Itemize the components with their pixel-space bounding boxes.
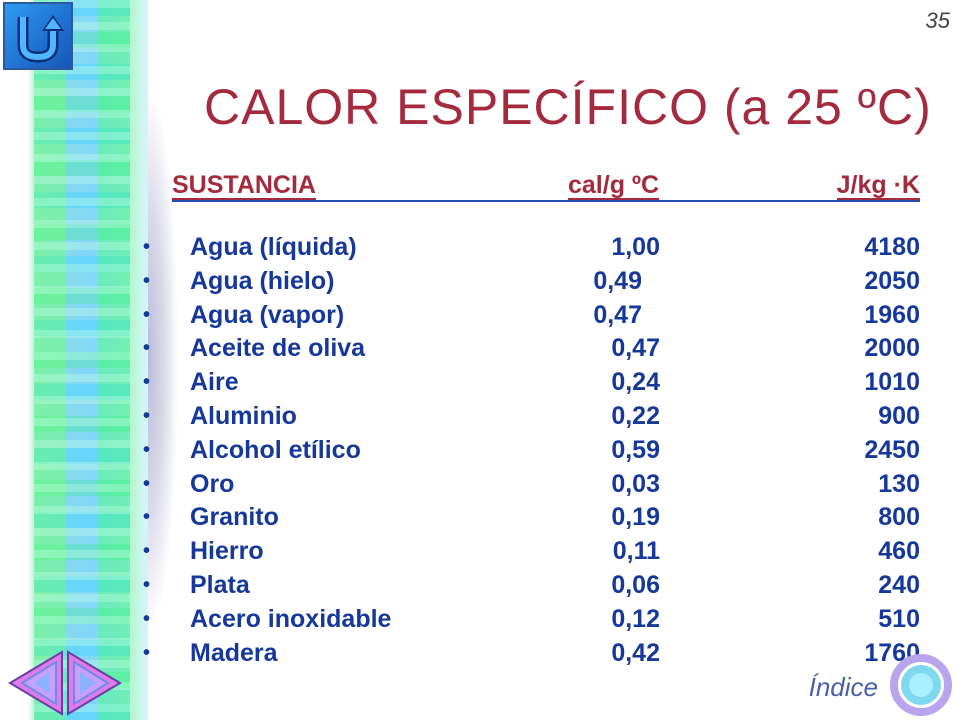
jkg-value: 2450 — [864, 435, 920, 464]
bullet: • — [143, 269, 151, 292]
header-substance: SUSTANCIA — [172, 171, 316, 200]
bullet: • — [143, 404, 151, 427]
jkg-value: 1010 — [864, 368, 920, 397]
jkg-value: 2050 — [864, 266, 920, 295]
cal-value: 0,47 — [593, 300, 642, 329]
substance-name: Plata — [190, 570, 250, 599]
u-turn-back-icon — [17, 15, 64, 63]
next-button[interactable] — [67, 650, 122, 716]
jkg-value: 900 — [878, 401, 920, 430]
table-row: • Aceite de oliva 0,47 2000 — [140, 334, 930, 368]
slide-title: CALOR ESPECÍFICO (a 25 ºC) — [204, 79, 932, 135]
jkg-value: 510 — [878, 604, 920, 633]
cal-value: 0,47 — [611, 334, 660, 363]
decorative-side-band — [0, 0, 148, 720]
table-row: • Hierro 0,11 460 — [140, 537, 930, 571]
cal-value: 0,59 — [611, 435, 660, 464]
substance-name: Madera — [190, 638, 278, 667]
substance-name: Alcohol etílico — [190, 435, 361, 464]
table-row: • Alcohol etílico 0,59 2450 — [140, 436, 930, 470]
table-header: SUSTANCIA cal/g ºC J/kg ·K — [172, 168, 920, 204]
page-number: 35 — [925, 8, 950, 33]
bullet: • — [143, 607, 151, 630]
table-row: • Granito 0,19 800 — [140, 503, 930, 537]
bullet: • — [143, 573, 151, 596]
jkg-value: 4180 — [864, 233, 920, 261]
substance-name: Hierro — [190, 537, 264, 566]
jkg-value: 1960 — [864, 300, 920, 329]
cal-value: 0,12 — [611, 604, 660, 633]
bullet: • — [143, 641, 151, 664]
substance-name: Aire — [190, 368, 239, 397]
bullet: • — [143, 438, 151, 461]
substance-name: Agua (líquida) — [190, 233, 357, 261]
substance-name: Granito — [190, 503, 279, 532]
table-row: • Agua (hielo) 0,49 2050 — [140, 267, 930, 301]
substance-name: Acero inoxidable — [190, 604, 392, 633]
cal-value: 0,19 — [611, 503, 660, 532]
table-row: • Acero inoxidable 0,12 510 — [140, 605, 930, 639]
substance-name: Aceite de oliva — [190, 334, 366, 363]
bullet: • — [143, 506, 151, 529]
header-rule — [172, 200, 920, 202]
cal-value: 0,06 — [611, 570, 660, 599]
substance-name: Agua (hielo) — [190, 266, 335, 295]
substance-name: Oro — [190, 469, 235, 498]
cal-value: 0,42 — [611, 638, 660, 667]
table-row: • Oro 0,03 130 — [140, 470, 930, 504]
cal-value: 0,03 — [611, 469, 660, 498]
substance-list: • Agua (líquida) 1,00 4180 • Agua (hielo… — [140, 233, 930, 672]
jkg-value: 2000 — [864, 334, 920, 363]
index-link[interactable]: Índice — [808, 672, 878, 702]
bullet: • — [143, 236, 151, 258]
index-ring-icon[interactable] — [890, 654, 952, 716]
home-button[interactable] — [3, 2, 73, 70]
table-row: • Aluminio 0,22 900 — [140, 402, 930, 436]
bullet: • — [143, 303, 151, 326]
tile-pattern — [34, 0, 130, 720]
decorative-swoosh — [148, 0, 196, 720]
jkg-value: 240 — [878, 570, 920, 599]
substance-name: Aluminio — [190, 401, 297, 430]
jkg-value: 800 — [878, 503, 920, 532]
substance-name: Agua (vapor) — [190, 300, 345, 329]
previous-button[interactable] — [8, 650, 63, 716]
header-jkg: J/kg ·K — [836, 171, 920, 200]
header-cal: cal/g ºC — [568, 171, 660, 200]
bullet: • — [143, 337, 151, 360]
jkg-value: 460 — [878, 537, 920, 566]
table-row: • Plata 0,06 240 — [140, 571, 930, 605]
cal-value: 0,49 — [593, 266, 642, 295]
table-row: • Agua (líquida) 1,00 4180 — [140, 233, 930, 267]
cal-value: 0,24 — [611, 368, 660, 397]
jkg-value: 130 — [878, 469, 920, 498]
cal-value: 1,00 — [611, 233, 660, 261]
table-row: • Madera 0,42 1760 — [140, 639, 930, 673]
cal-value: 0,22 — [611, 401, 660, 430]
cal-value: 0,11 — [612, 537, 660, 566]
bullet: • — [143, 371, 151, 394]
bullet: • — [143, 472, 151, 495]
table-row: • Aire 0,24 1010 — [140, 368, 930, 402]
slide-navigation — [6, 648, 124, 718]
table-row: • Agua (vapor) 0,47 1960 — [140, 301, 930, 335]
bullet: • — [143, 540, 151, 563]
